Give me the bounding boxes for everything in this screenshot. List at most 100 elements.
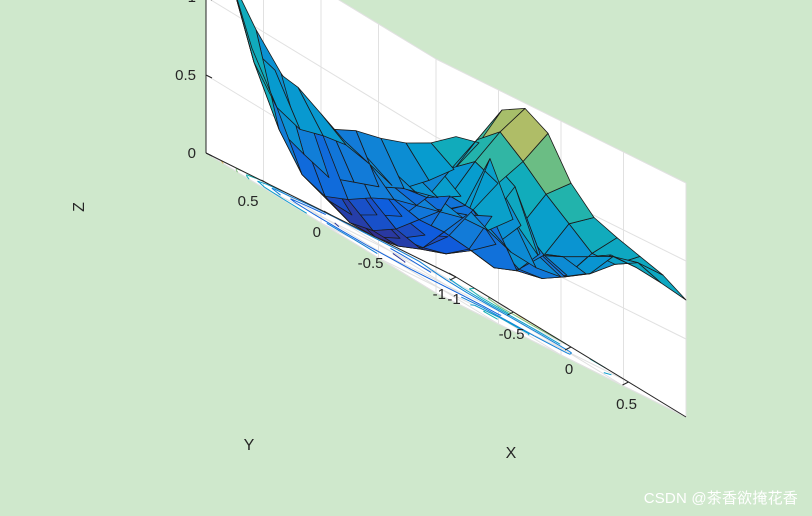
wall-grid-z <box>338 0 437 60</box>
surface-patch <box>236 0 255 63</box>
contour-segment <box>527 333 530 336</box>
y-axis-label: Y <box>244 437 255 454</box>
contour-segment <box>449 278 463 289</box>
contour-segment <box>264 186 284 200</box>
x-tick-mark <box>507 311 514 316</box>
wall-grid-z <box>435 58 687 184</box>
z-tick-mark <box>205 152 213 157</box>
contour-segment <box>505 314 542 336</box>
contour-segment <box>390 247 409 259</box>
contour-segment <box>469 288 480 297</box>
floor-grid-y <box>330 214 562 356</box>
x-axis-label: X <box>506 445 517 462</box>
contour-segment <box>504 308 531 325</box>
y-tick-mark <box>386 241 394 247</box>
floor-contours <box>220 160 612 376</box>
z-tick-label: 1 <box>188 0 196 6</box>
contour-segment <box>259 182 265 188</box>
contour-segment <box>306 205 312 209</box>
x-tick-label: -0.5 <box>499 326 525 343</box>
contour-segment <box>290 198 307 207</box>
contour-segment <box>246 175 250 180</box>
x-tick-label: 0.5 <box>616 396 637 413</box>
y-tick-mark <box>261 179 269 185</box>
contour-segment <box>498 316 530 335</box>
contour-segment <box>464 296 482 306</box>
contour-segment <box>419 261 432 271</box>
surface-mesh <box>236 0 687 301</box>
contour-segment <box>569 352 572 355</box>
contour-segment <box>474 304 499 318</box>
contour-segment <box>392 253 406 263</box>
contour-segment <box>257 180 267 185</box>
contour-segment <box>448 278 451 280</box>
contour-segment <box>603 372 612 376</box>
z-axis-label: Z <box>71 202 88 212</box>
contour-segment <box>374 249 412 270</box>
contour-segment <box>534 335 559 349</box>
contour-segment <box>496 304 499 307</box>
contour-segment <box>555 342 570 352</box>
contour-segment <box>271 187 281 196</box>
contour-segment <box>431 269 439 276</box>
contour-segment <box>366 244 376 251</box>
contour-segment <box>566 352 571 355</box>
contour-segment <box>438 274 447 281</box>
contour-segment <box>353 238 378 254</box>
y-tick-label: -0.5 <box>358 255 384 272</box>
contour-segment <box>294 201 315 215</box>
contour-segment <box>257 180 261 184</box>
contour-segment <box>461 296 484 308</box>
y-tick-label: -1 <box>433 286 446 303</box>
wall-grid-z <box>205 152 437 294</box>
contour-segment <box>462 287 489 304</box>
contour-segment <box>365 233 397 250</box>
contour-segment <box>502 318 535 337</box>
wall-grid-z <box>435 292 687 418</box>
contour-segment <box>481 304 501 316</box>
contour-segment <box>314 214 343 232</box>
contour-segment <box>467 292 483 302</box>
contour-segment <box>510 315 529 327</box>
axis-lines <box>205 0 687 418</box>
contour-segment <box>540 334 556 344</box>
y-tick-mark <box>448 272 457 278</box>
z-tick-label: 0 <box>188 145 196 162</box>
contour-segment <box>557 347 568 354</box>
contour-segment <box>334 222 340 228</box>
contour-segment <box>407 258 432 273</box>
contour-segment <box>294 197 313 208</box>
contour-segment <box>482 306 504 319</box>
contour-segment <box>411 269 439 284</box>
x-tick-label: -1 <box>447 291 460 308</box>
z-tick-mark <box>205 74 213 79</box>
contour-segment <box>236 170 239 173</box>
y-tick-mark <box>323 210 332 216</box>
contour-segment <box>283 198 307 214</box>
contour-segment <box>438 282 466 298</box>
contour-segment <box>487 302 512 317</box>
contour-segment <box>487 297 498 305</box>
contour-segment <box>274 188 295 199</box>
contour-segment <box>290 198 296 203</box>
contour-segment <box>483 310 498 320</box>
x-tick-mark <box>622 381 629 386</box>
x-tick-label: 0 <box>565 361 573 378</box>
y-tick-label: 0.5 <box>238 193 259 210</box>
contour-segment <box>479 296 510 315</box>
y-tick-label: 0 <box>313 224 321 241</box>
contour-segment <box>335 217 367 235</box>
contour-segment <box>527 325 561 345</box>
contour-segment <box>326 222 354 240</box>
tick-labels: -1-0.500.5-1-0.500.500.511.5 <box>175 0 637 413</box>
watermark: CSDN @茶香欲掩花香 <box>643 490 798 507</box>
contour-segment <box>395 248 420 262</box>
contour-segment <box>497 305 505 310</box>
x-tick-mark <box>449 276 457 281</box>
contour-segment <box>341 230 367 246</box>
contour-segment <box>481 300 507 316</box>
z-tick-label: 0.5 <box>175 67 196 84</box>
contour-segment <box>445 279 469 294</box>
contour-segment <box>310 207 326 216</box>
